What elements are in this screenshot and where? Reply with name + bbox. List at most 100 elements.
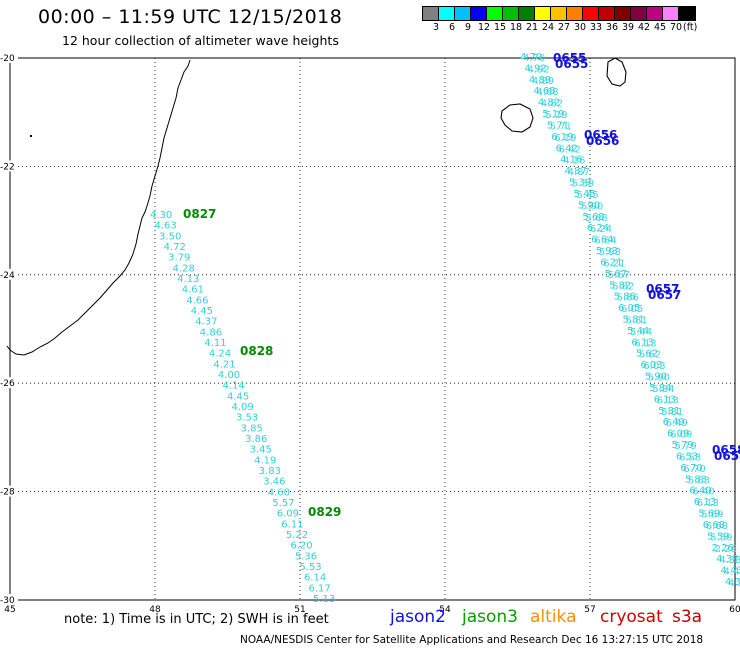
- color-swatch: [471, 7, 487, 20]
- wave-height-label: 4.70: [520, 52, 542, 63]
- wave-height-label: 6.53: [676, 451, 698, 462]
- wave-height-label: 5.19: [545, 110, 567, 121]
- color-swatch: [647, 7, 663, 20]
- wave-height-label: 4.37: [195, 317, 217, 328]
- time-label: 0656: [586, 134, 619, 148]
- wave-height-label: 5.71: [547, 120, 569, 131]
- color-swatch: [631, 7, 647, 20]
- wave-height-label: 6.42: [559, 144, 581, 155]
- legend-jason2: jason2: [390, 607, 446, 627]
- wave-height-label: 3.85: [241, 423, 263, 434]
- wave-height-label: 5.93: [596, 246, 618, 257]
- wave-height-label: 5.44: [627, 326, 649, 337]
- wave-height-label: 6.11: [281, 519, 303, 530]
- wave-height-label: 6.14: [304, 573, 326, 584]
- wave-height-label: 2.26: [712, 543, 734, 554]
- color-scale-label: 24: [542, 22, 555, 33]
- wave-height-label: 5.79: [675, 441, 697, 452]
- latitude-tick-label: -30: [0, 596, 15, 606]
- wave-height-label: 4.66: [186, 295, 208, 306]
- longitude-tick-label: 60: [729, 605, 740, 615]
- latitude-tick-label: -24: [0, 271, 15, 281]
- wave-height-label: 4.87: [568, 167, 590, 178]
- wave-height-label: 6.24: [590, 224, 612, 235]
- wave-height-label: 5.82: [609, 280, 631, 291]
- wave-height-label: 4.39: [725, 577, 740, 588]
- latitude-tick-label: -22: [0, 162, 15, 172]
- color-swatch: [551, 7, 567, 20]
- color-swatch: [503, 7, 519, 20]
- color-swatch: [663, 7, 679, 20]
- madagascar-coastline: [6, 59, 191, 356]
- latitude-tick-label: -28: [0, 488, 15, 498]
- wave-height-label: 4.60: [268, 487, 290, 498]
- jason3-track: 4.304.633.504.723.794.284.134.614.664.45…: [150, 207, 341, 605]
- wave-height-label: 4.33: [716, 554, 738, 565]
- tick-label-bg: [0, 268, 18, 280]
- wave-height-label: 4.72: [164, 242, 186, 253]
- wave-height-label: 5.90: [645, 372, 667, 383]
- wave-height-label: 4.16: [563, 156, 585, 167]
- color-scale-label: 70: [670, 22, 683, 33]
- time-label: 0657: [648, 288, 681, 302]
- wave-height-label: 5.84: [649, 383, 671, 394]
- time-label: 0655: [555, 57, 588, 71]
- wave-height-label: 5.83: [688, 475, 710, 486]
- wave-height-label: 5.90: [578, 200, 600, 211]
- wave-height-label: 6.09: [667, 429, 689, 440]
- time-label: 0828: [240, 344, 273, 358]
- wave-height-label: 5.59: [710, 532, 732, 543]
- wave-height-label: 6.03: [640, 360, 662, 371]
- color-scale-label: 33: [590, 22, 603, 33]
- wave-height-label: 6.68: [703, 520, 725, 531]
- wave-height-label: 5.45: [576, 190, 598, 201]
- wave-height-label: 5.69: [698, 509, 720, 520]
- wave-height-label: 5.36: [295, 551, 317, 562]
- color-scale-bar: [422, 6, 696, 21]
- color-swatch: [615, 7, 631, 20]
- wave-height-label: 5.53: [299, 562, 321, 573]
- wave-height-label: 5.22: [286, 530, 308, 541]
- color-swatch: [583, 7, 599, 20]
- color-scale-label: 15: [494, 22, 507, 33]
- longitude-tick-label: 48: [149, 605, 161, 615]
- color-scale-label: 30: [574, 22, 587, 33]
- legend-s3a: s3a: [672, 607, 703, 627]
- tick-label-bg: [0, 594, 18, 605]
- wave-height-label: 4.33: [719, 555, 740, 566]
- wave-height-label: 3.79: [168, 253, 190, 264]
- color-swatch: [535, 7, 551, 20]
- wave-height-label: 6.21: [603, 258, 625, 269]
- wave-height-label: 5.45: [573, 189, 595, 200]
- wave-height-label: 6.64: [594, 236, 616, 247]
- wave-height-label: 4.39: [728, 578, 740, 589]
- color-swatch: [487, 7, 503, 20]
- wave-height-label: 5.90: [648, 373, 670, 384]
- wave-height-label: 6.13: [697, 498, 719, 509]
- wave-height-label: 5.59: [707, 531, 729, 542]
- wave-height-label: 6.68: [706, 521, 728, 532]
- map-subtitle: 12 hour collection of altimeter wave hei…: [62, 33, 339, 48]
- wave-height-label: 5.39: [569, 178, 591, 189]
- wave-height-label: 6.53: [679, 452, 701, 463]
- wave-height-label: 6.13: [654, 394, 676, 405]
- color-scale-label: 42: [638, 22, 651, 33]
- map-frame: [9, 57, 736, 601]
- wave-height-label: 5.79: [672, 440, 694, 451]
- time-label: 0827: [183, 207, 216, 221]
- wave-height-label: 4.19: [254, 455, 276, 466]
- wave-height-label: 4.92: [524, 63, 546, 74]
- wave-height-label: 4.68: [536, 87, 558, 98]
- wave-height-label: 5.93: [599, 247, 621, 258]
- wave-height-label: 4.68: [533, 86, 555, 97]
- time-label: 0655: [553, 51, 586, 65]
- wave-height-label: 4.00: [218, 370, 240, 381]
- wave-height-label: 6.19: [551, 132, 573, 143]
- tick-label-bg: [0, 52, 18, 63]
- color-scale-label: 6: [449, 22, 456, 33]
- wave-height-label: 5.86: [617, 293, 639, 304]
- wave-height-label: 4.86: [200, 327, 222, 338]
- wave-height-label: 4.09: [232, 402, 254, 413]
- map-title: 00:00 – 11:59 UTC 12/15/2018: [38, 6, 343, 28]
- longitude-tick-label: 45: [4, 605, 15, 615]
